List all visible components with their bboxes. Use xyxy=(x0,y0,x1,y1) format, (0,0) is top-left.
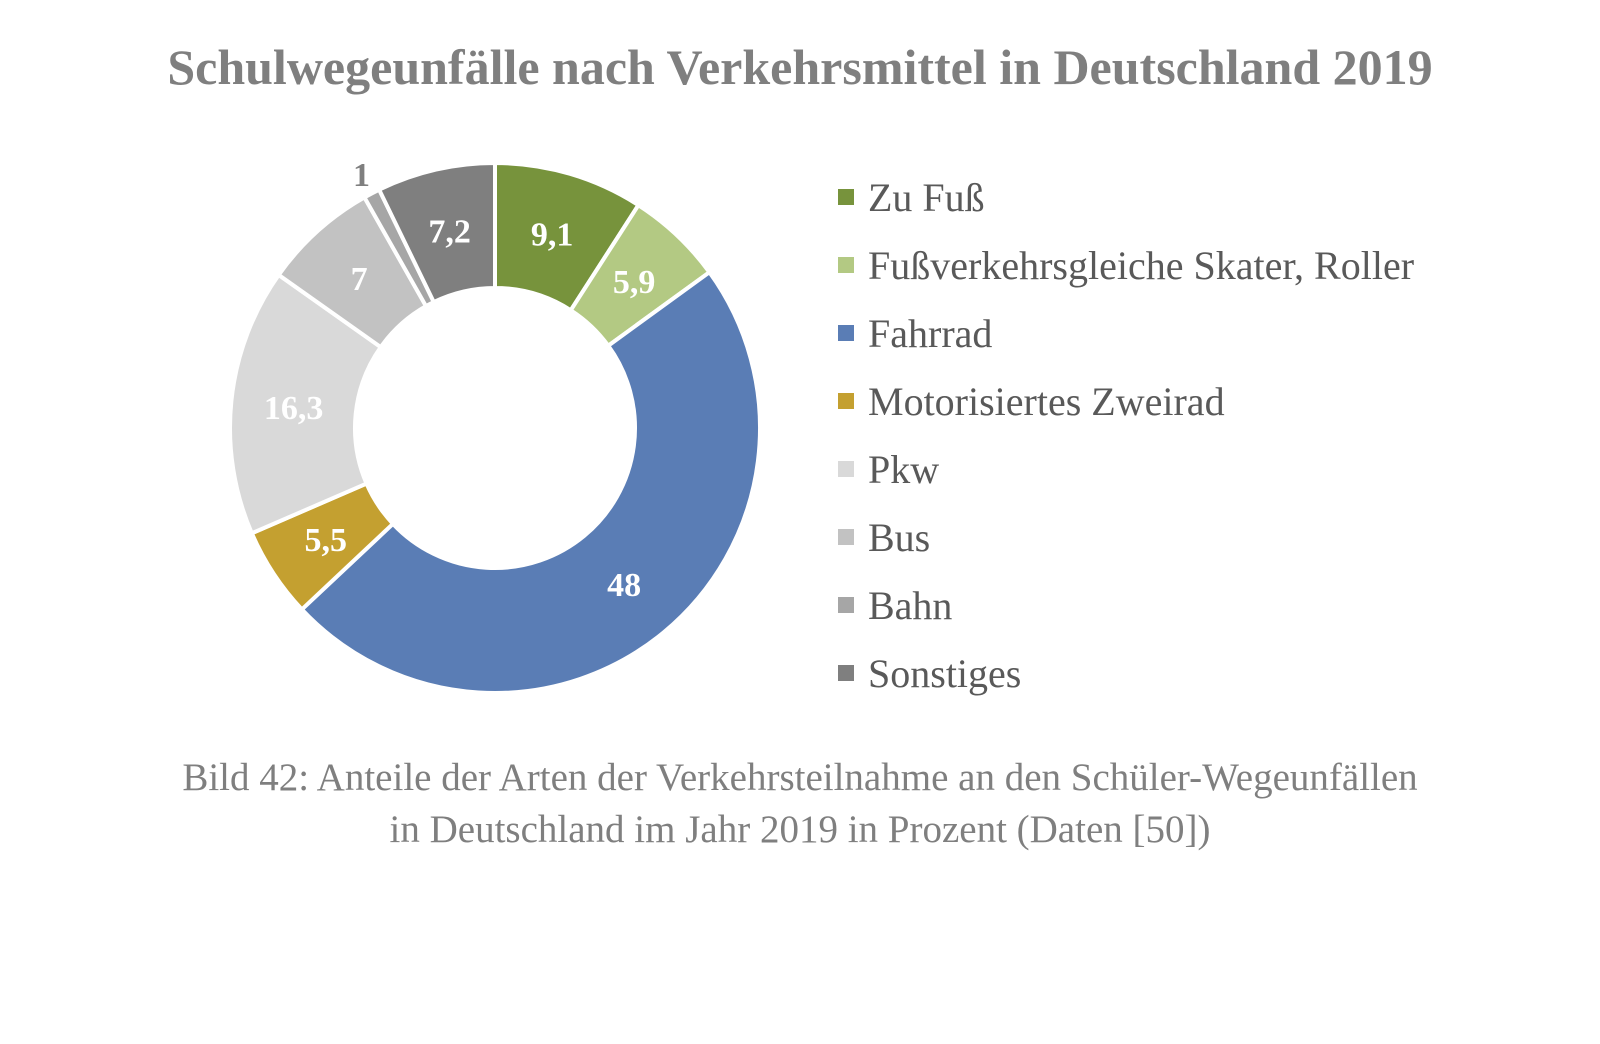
slice-fahrrad xyxy=(298,269,762,696)
caption-line-2: in Deutschland im Jahr 2019 in Prozent (… xyxy=(389,808,1211,851)
legend-swatch xyxy=(838,257,854,273)
data-label-fahrrad: 48 xyxy=(607,567,641,604)
data-label-bahn: 1 xyxy=(353,157,370,194)
legend-swatch xyxy=(838,597,854,613)
caption-line-1: Bild 42: Anteile der Arten der Verkehrst… xyxy=(182,756,1418,799)
legend-label: Pkw xyxy=(868,446,940,492)
legend-label: Fußverkehrsgleiche Skater, Roller xyxy=(868,242,1415,288)
legend-swatch xyxy=(838,529,854,545)
chart-title: Schulwegeunfälle nach Verkehrsmittel in … xyxy=(167,39,1433,95)
legend-swatch xyxy=(838,461,854,477)
data-label-bus: 7 xyxy=(351,261,368,298)
legend-item-fahrrad: Fahrrad xyxy=(838,299,1414,367)
legend-item-fussverkehrsgleiche-skater-roller: Fußverkehrsgleiche Skater, Roller xyxy=(838,231,1414,299)
legend-label: Motorisiertes Zweirad xyxy=(868,378,1225,424)
data-label-fussverkehrsgleiche-skater-roller: 5,9 xyxy=(613,264,656,301)
legend-item-bus: Bus xyxy=(838,503,1414,571)
chart-legend: Zu Fuß Fußverkehrsgleiche Skater, Roller F… xyxy=(838,163,1414,707)
data-label-zu-fuss: 9,1 xyxy=(531,217,574,254)
legend-label: Bus xyxy=(868,514,931,560)
legend-swatch xyxy=(838,393,854,409)
legend-swatch xyxy=(838,325,854,341)
slice-sonstiges xyxy=(376,160,497,305)
data-label-sonstiges: 7,2 xyxy=(428,214,471,251)
legend-label: Zu Fuß xyxy=(868,174,985,220)
slice-pkw xyxy=(228,272,384,536)
legend-item-motorisiertes-zweirad: Motorisiertes Zweirad xyxy=(838,367,1414,435)
data-label-motorisiertes-zweirad: 5,5 xyxy=(304,522,347,559)
legend-item-pkw: Pkw xyxy=(838,435,1414,503)
legend-item-zu-fuss: Zu Fuß xyxy=(838,163,1414,231)
legend-label: Fahrrad xyxy=(868,310,993,356)
legend-swatch xyxy=(838,665,854,681)
data-label-pkw: 16,3 xyxy=(264,390,324,427)
legend-swatch xyxy=(838,189,854,205)
legend-item-sonstiges: Sonstiges xyxy=(838,639,1414,707)
legend-label: Bahn xyxy=(868,582,953,628)
legend-label: Sonstiges xyxy=(868,650,1022,696)
legend-item-bahn: Bahn xyxy=(838,571,1414,639)
figure-caption: Bild 42: Anteile der Arten der Verkehrst… xyxy=(0,752,1600,856)
